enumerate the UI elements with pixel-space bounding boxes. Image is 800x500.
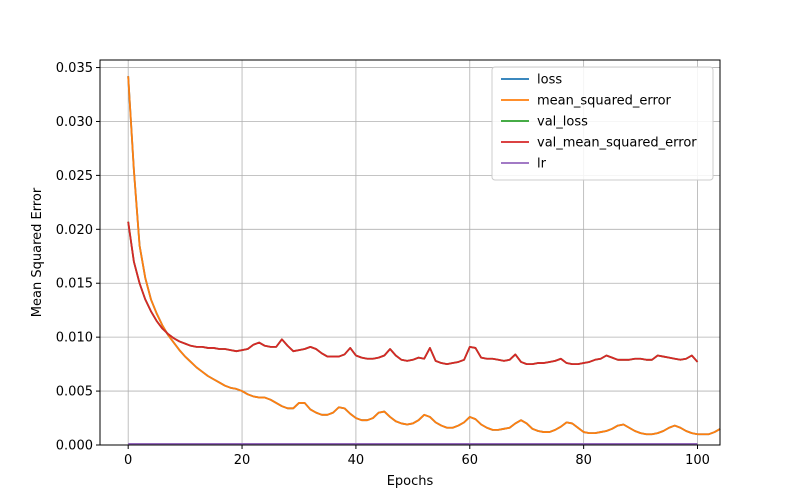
series-lines xyxy=(127,76,721,445)
y-tick-label: 0.015 xyxy=(56,277,93,292)
series-line-val-mean-squared-error xyxy=(127,221,699,366)
legend: loss mean_squared_error val_loss val_mean_s… xyxy=(491,66,714,181)
axis-ticks: 0 20 40 60 80 100 0.000 0.005 0.010 0.015 0.020 0.0… xyxy=(56,61,710,468)
x-tick-label: 100 xyxy=(685,453,710,468)
x-tick-label: 60 xyxy=(462,453,479,468)
x-tick-label: 20 xyxy=(234,453,251,468)
legend-label: lr xyxy=(537,157,547,172)
x-tick-label: 80 xyxy=(575,453,592,468)
legend-label: val_mean_squared_error xyxy=(537,136,697,151)
plot-frame xyxy=(99,59,721,446)
y-tick-label: 0.035 xyxy=(56,61,93,76)
y-tick-label: 0.005 xyxy=(56,385,93,400)
legend-label: val_loss xyxy=(537,115,588,130)
y-tick-label: 0.020 xyxy=(56,223,93,238)
x-tick-label: 0 xyxy=(124,453,132,468)
y-tick-label: 0.025 xyxy=(56,169,93,184)
legend-label: loss xyxy=(537,73,562,88)
series-line-mean-squared-error xyxy=(127,76,721,436)
x-axis-label: Epochs xyxy=(387,474,434,489)
y-tick-label: 0.000 xyxy=(56,439,93,454)
y-axis-label: Mean Squared Error xyxy=(30,187,45,317)
x-tick-label: 40 xyxy=(348,453,365,468)
legend-label: mean_squared_error xyxy=(537,94,672,109)
legend-box xyxy=(491,66,714,181)
series-line-val-loss xyxy=(127,221,699,366)
y-tick-label: 0.030 xyxy=(56,115,93,130)
y-tick-label: 0.010 xyxy=(56,331,93,346)
